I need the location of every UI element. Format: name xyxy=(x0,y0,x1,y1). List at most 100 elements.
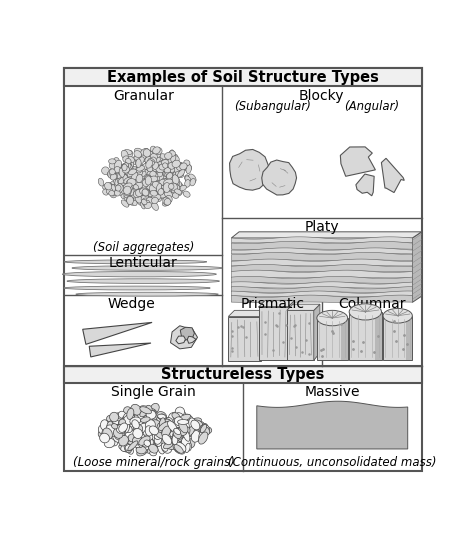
Ellipse shape xyxy=(110,184,115,193)
Ellipse shape xyxy=(114,190,120,196)
Ellipse shape xyxy=(134,154,141,160)
Ellipse shape xyxy=(133,438,142,447)
Ellipse shape xyxy=(164,156,173,163)
Ellipse shape xyxy=(167,429,180,437)
Ellipse shape xyxy=(151,172,157,178)
Ellipse shape xyxy=(143,428,153,435)
Ellipse shape xyxy=(181,441,189,448)
Ellipse shape xyxy=(141,182,147,189)
Ellipse shape xyxy=(109,159,116,164)
Ellipse shape xyxy=(191,420,200,430)
Ellipse shape xyxy=(184,164,191,172)
Ellipse shape xyxy=(164,417,173,427)
Ellipse shape xyxy=(159,439,164,447)
Ellipse shape xyxy=(173,413,184,423)
Ellipse shape xyxy=(179,164,187,171)
Text: Structureless Types: Structureless Types xyxy=(161,367,325,382)
Ellipse shape xyxy=(138,185,145,196)
Ellipse shape xyxy=(178,426,187,435)
Ellipse shape xyxy=(152,164,157,172)
Ellipse shape xyxy=(127,197,135,205)
Ellipse shape xyxy=(121,187,128,194)
Ellipse shape xyxy=(142,416,148,425)
Ellipse shape xyxy=(122,164,127,171)
Ellipse shape xyxy=(187,439,195,448)
Ellipse shape xyxy=(156,160,163,166)
Bar xyxy=(228,317,261,361)
Ellipse shape xyxy=(137,157,144,165)
Ellipse shape xyxy=(128,157,135,163)
Ellipse shape xyxy=(149,185,156,192)
Bar xyxy=(64,366,421,383)
Ellipse shape xyxy=(162,417,169,424)
Ellipse shape xyxy=(166,425,173,434)
Ellipse shape xyxy=(116,171,123,180)
Ellipse shape xyxy=(174,432,186,443)
Bar xyxy=(375,312,382,360)
Ellipse shape xyxy=(116,413,123,419)
Ellipse shape xyxy=(115,427,122,435)
Ellipse shape xyxy=(72,265,222,270)
Polygon shape xyxy=(180,327,194,340)
Ellipse shape xyxy=(100,433,109,443)
Ellipse shape xyxy=(149,416,157,424)
Ellipse shape xyxy=(187,426,195,436)
Ellipse shape xyxy=(158,189,164,195)
Ellipse shape xyxy=(150,154,157,160)
Ellipse shape xyxy=(153,192,161,199)
Ellipse shape xyxy=(146,150,152,156)
Ellipse shape xyxy=(162,444,172,453)
Ellipse shape xyxy=(143,168,150,175)
Text: Columnar: Columnar xyxy=(338,297,406,311)
Ellipse shape xyxy=(125,187,131,196)
Ellipse shape xyxy=(144,440,150,446)
Ellipse shape xyxy=(172,438,180,446)
Ellipse shape xyxy=(128,169,137,175)
Ellipse shape xyxy=(145,186,151,191)
Ellipse shape xyxy=(151,174,158,182)
Ellipse shape xyxy=(134,148,142,154)
Ellipse shape xyxy=(148,426,156,434)
Ellipse shape xyxy=(152,425,163,431)
Ellipse shape xyxy=(157,423,164,436)
Ellipse shape xyxy=(119,179,126,186)
Ellipse shape xyxy=(187,442,191,451)
Ellipse shape xyxy=(126,183,131,190)
Polygon shape xyxy=(231,232,421,238)
Ellipse shape xyxy=(100,420,109,430)
Ellipse shape xyxy=(134,424,143,433)
Ellipse shape xyxy=(153,147,160,154)
Ellipse shape xyxy=(136,157,142,166)
Ellipse shape xyxy=(164,167,171,173)
Ellipse shape xyxy=(132,190,141,198)
Ellipse shape xyxy=(164,190,173,198)
Ellipse shape xyxy=(135,190,144,196)
Ellipse shape xyxy=(145,176,152,185)
Ellipse shape xyxy=(114,177,119,185)
Ellipse shape xyxy=(132,426,142,436)
Ellipse shape xyxy=(122,416,130,422)
Ellipse shape xyxy=(119,420,129,433)
Ellipse shape xyxy=(172,413,180,419)
Polygon shape xyxy=(228,310,267,317)
Ellipse shape xyxy=(103,428,112,439)
Ellipse shape xyxy=(161,160,169,165)
Polygon shape xyxy=(314,304,320,360)
Ellipse shape xyxy=(201,424,208,431)
Ellipse shape xyxy=(124,426,132,433)
Ellipse shape xyxy=(145,151,154,158)
Ellipse shape xyxy=(132,437,142,445)
Ellipse shape xyxy=(144,418,154,427)
Polygon shape xyxy=(82,322,152,344)
Text: Prismatic: Prismatic xyxy=(240,297,304,311)
Ellipse shape xyxy=(118,189,126,196)
Ellipse shape xyxy=(113,158,119,163)
Ellipse shape xyxy=(124,176,132,184)
Polygon shape xyxy=(382,158,404,192)
Ellipse shape xyxy=(159,434,166,442)
Ellipse shape xyxy=(146,185,156,192)
Polygon shape xyxy=(231,253,412,261)
Ellipse shape xyxy=(143,163,149,169)
Ellipse shape xyxy=(153,182,159,189)
Ellipse shape xyxy=(128,177,135,184)
